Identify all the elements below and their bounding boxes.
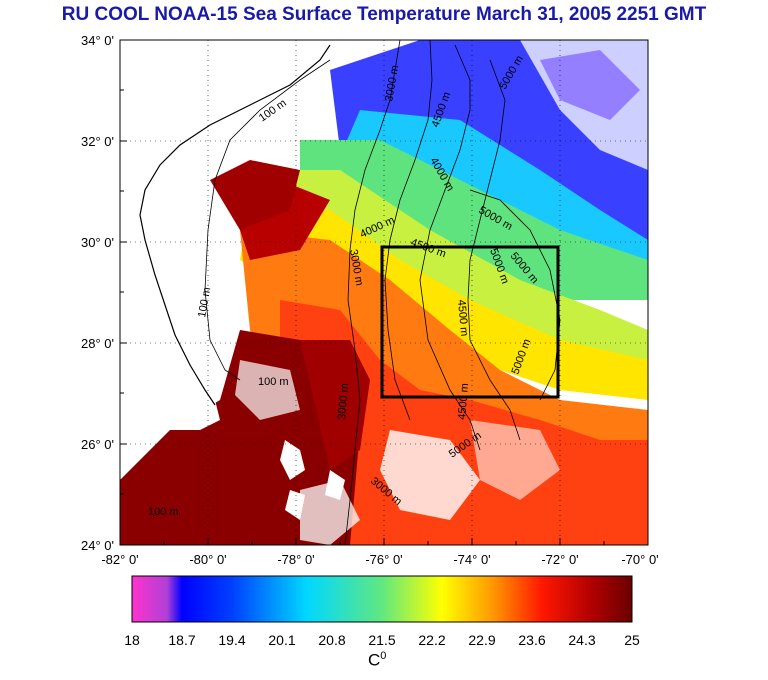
study-box (380, 245, 560, 399)
contour-label: 3000 m (336, 383, 351, 421)
colorbar-units: C0 (368, 650, 386, 671)
colorbar-label: 23.6 (518, 632, 546, 648)
lon-tick-label: -82° 0' (101, 552, 138, 567)
contour-label: 100 m (196, 286, 213, 318)
lon-tick-label: -70° 0' (621, 552, 658, 567)
colorbar-label: 18.7 (168, 632, 196, 648)
colorbar-label: 18 (124, 632, 140, 648)
contour-label: 100 m (258, 376, 289, 388)
colorbar-label: 24.3 (568, 632, 596, 648)
lat-tick-label: 34° 0' (81, 33, 114, 48)
lon-tick-label: -80° 0' (189, 552, 226, 567)
units-text: C (368, 650, 381, 670)
colorbar-label: 20.1 (268, 632, 296, 648)
colorbar-label: 20.8 (318, 632, 346, 648)
lon-tick-label: -72° 0' (541, 552, 578, 567)
lat-tick-label: 26° 0' (81, 437, 114, 452)
units-superscript: 0 (380, 650, 387, 662)
colorbar-label: 22.2 (418, 632, 446, 648)
map-title: RU COOL NOAA-15 Sea Surface Temperature … (61, 4, 707, 25)
colorbar-label: 22.9 (468, 632, 496, 648)
contour-label: 4500 m (455, 299, 470, 337)
colorbar-label: 25 (624, 632, 640, 648)
sst-field: 100 m 100 m 100 m 100 m 3000 m 3000 m 30… (120, 40, 648, 545)
colorbar-label: 21.5 (368, 632, 396, 648)
lat-tick-label: 32° 0' (81, 134, 114, 149)
lon-tick-label: -74° 0' (453, 552, 490, 567)
lon-tick-label: -78° 0' (277, 552, 314, 567)
colorbar-label: 19.4 (218, 632, 246, 648)
lat-tick-label: 28° 0' (81, 336, 114, 351)
contour-label: 100 m (148, 506, 179, 518)
contour-label: 4500 m (456, 383, 471, 421)
lat-tick-label: 24° 0' (81, 538, 114, 553)
lat-tick-label: 30° 0' (81, 235, 114, 250)
lon-tick-label: -76° 0' (365, 552, 402, 567)
colorbar (131, 575, 633, 623)
